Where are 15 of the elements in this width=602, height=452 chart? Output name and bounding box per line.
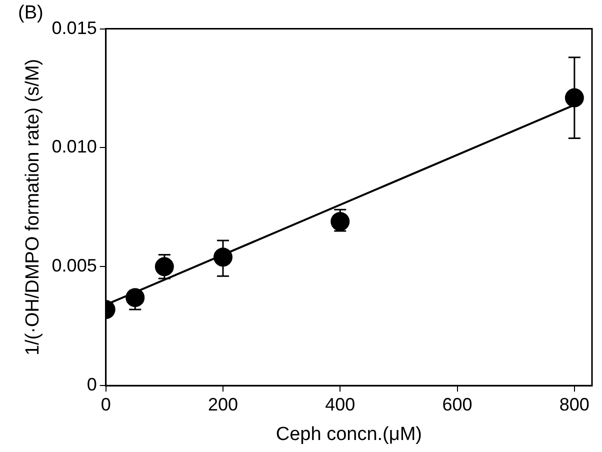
x-axis-title: Ceph concn.(μM) (276, 424, 422, 445)
y-tick-label: 0.005 (52, 256, 97, 276)
x-tick-label: 800 (559, 394, 590, 414)
x-tick-label: 200 (208, 394, 238, 414)
y-axis-title: 1/(·OH/DMPO formation rate) (s/M) (22, 58, 44, 356)
x-tick-label: 600 (442, 394, 472, 414)
x-tick-label: 400 (325, 394, 356, 414)
chart-title: (B) (18, 2, 44, 24)
point (564, 88, 584, 108)
y-tick-label: 0.010 (52, 136, 97, 157)
point (213, 248, 232, 267)
y-tick-label: 0 (86, 374, 97, 395)
x-tick-label: 0 (100, 394, 111, 414)
point (154, 257, 174, 276)
y-tick-label: 0.015 (52, 18, 97, 38)
